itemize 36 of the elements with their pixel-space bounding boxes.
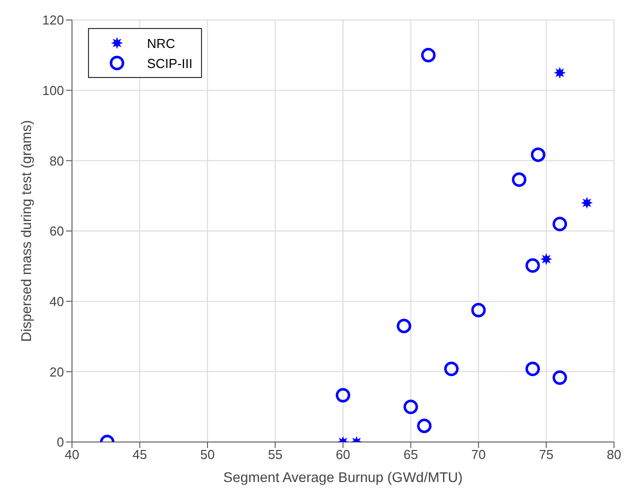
x-tick-label: 50 bbox=[200, 447, 215, 462]
point bbox=[525, 258, 540, 273]
x-tick-label: 75 bbox=[539, 447, 554, 462]
point bbox=[336, 388, 350, 402]
point bbox=[552, 216, 568, 232]
x-tick-label: 60 bbox=[336, 447, 350, 462]
x-tick-label: 40 bbox=[64, 447, 80, 462]
point bbox=[471, 302, 486, 318]
y-tick-label: 100 bbox=[42, 82, 64, 98]
x-tick-label: 70 bbox=[471, 447, 486, 462]
y-axis-title: Dispersed mass during test (grams) bbox=[18, 120, 34, 342]
point bbox=[444, 362, 459, 376]
point bbox=[404, 400, 418, 414]
point bbox=[396, 318, 412, 334]
legend-label: SCIP-III bbox=[147, 56, 193, 70]
y-tick-label: 60 bbox=[50, 224, 64, 239]
x-tick-label: 65 bbox=[404, 447, 418, 462]
point bbox=[417, 418, 432, 434]
point bbox=[530, 147, 546, 162]
y-tick-label: 40 bbox=[50, 294, 64, 309]
point bbox=[540, 253, 552, 266]
point bbox=[554, 66, 566, 79]
point bbox=[525, 362, 540, 376]
point bbox=[421, 48, 436, 62]
y-tick-label: 120 bbox=[42, 12, 64, 28]
legend-label: NRC bbox=[147, 36, 176, 50]
point bbox=[552, 370, 568, 385]
point bbox=[580, 196, 593, 209]
point bbox=[512, 172, 526, 187]
x-axis-title: Segment Average Burnup (GWd/MTU) bbox=[223, 469, 463, 485]
x-tick-label: 55 bbox=[268, 447, 282, 462]
x-tick-label: 80 bbox=[606, 447, 622, 462]
y-tick-label: 80 bbox=[50, 153, 64, 168]
y-tick-label: 0 bbox=[56, 434, 64, 450]
y-tick-label: 20 bbox=[50, 364, 64, 380]
x-tick-label: 45 bbox=[132, 447, 147, 462]
